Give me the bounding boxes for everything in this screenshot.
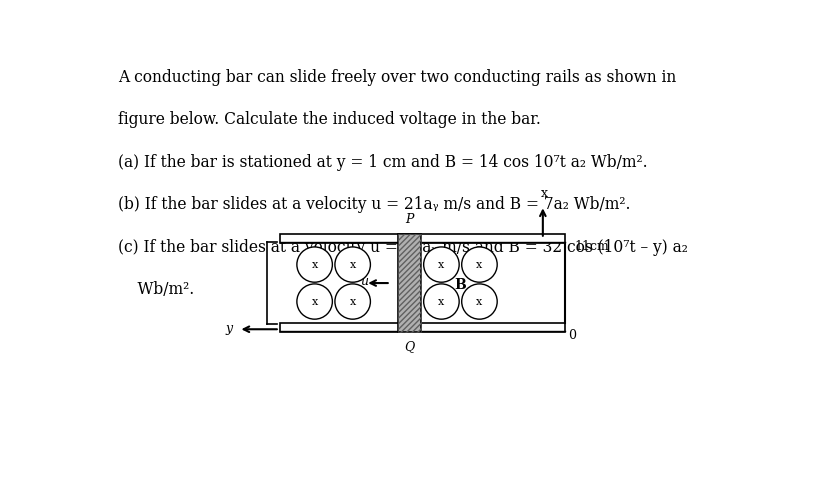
Text: 0: 0 — [569, 329, 576, 342]
Text: x: x — [438, 297, 444, 307]
Bar — [281, 324, 564, 331]
Text: x: x — [349, 297, 356, 307]
Text: A conducting bar can slide freely over two conducting rails as shown in: A conducting bar can slide freely over t… — [118, 69, 676, 86]
Bar — [398, 234, 421, 332]
Ellipse shape — [461, 284, 497, 319]
Text: figure below. Calculate the induced voltage in the bar.: figure below. Calculate the induced volt… — [118, 111, 541, 128]
Text: Q: Q — [405, 340, 415, 353]
Text: B: B — [455, 278, 466, 292]
Ellipse shape — [297, 284, 332, 319]
Text: P: P — [406, 213, 414, 226]
Text: x: x — [542, 187, 548, 200]
Text: (c) If the bar slides at a velocity u = 38aᵧ m/s and B = 32 cos (10⁷t – y) a₂: (c) If the bar slides at a velocity u = … — [118, 239, 688, 256]
Ellipse shape — [335, 247, 371, 282]
Bar — [280, 234, 565, 243]
Text: Wb/m².: Wb/m². — [118, 281, 195, 298]
Ellipse shape — [335, 284, 371, 319]
Text: x: x — [312, 260, 317, 270]
Text: u: u — [361, 275, 368, 288]
Ellipse shape — [297, 247, 332, 282]
Ellipse shape — [424, 284, 459, 319]
Text: x: x — [476, 297, 483, 307]
Ellipse shape — [424, 247, 459, 282]
Ellipse shape — [461, 247, 497, 282]
Text: x: x — [438, 260, 444, 270]
Text: 11cm: 11cm — [574, 240, 609, 252]
Bar — [281, 236, 564, 242]
Text: (b) If the bar slides at a velocity u = 21aᵧ m/s and B = 7a₂ Wb/m².: (b) If the bar slides at a velocity u = … — [118, 196, 631, 213]
Text: x: x — [476, 260, 483, 270]
Text: x: x — [349, 260, 356, 270]
Bar — [280, 323, 565, 332]
Text: x: x — [312, 297, 317, 307]
Text: y: y — [225, 322, 232, 335]
Text: (a) If the bar is stationed at y = 1 cm and B = 14 cos 10⁷t a₂ Wb/m².: (a) If the bar is stationed at y = 1 cm … — [118, 154, 648, 171]
Bar — [398, 234, 421, 332]
